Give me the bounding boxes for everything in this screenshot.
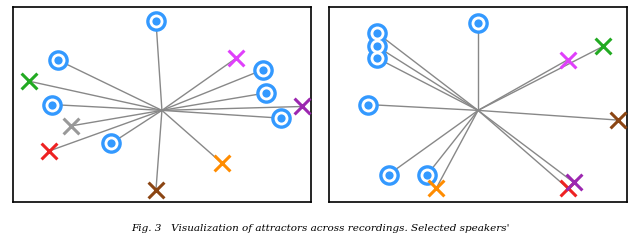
Point	[261, 91, 271, 95]
Point	[473, 21, 483, 25]
Point	[47, 103, 57, 107]
Point	[151, 19, 161, 23]
Point	[232, 56, 242, 60]
Point	[106, 141, 116, 145]
Point	[106, 141, 116, 145]
Point	[66, 124, 76, 128]
Point	[52, 58, 63, 62]
Point	[151, 19, 161, 23]
Point	[372, 44, 382, 48]
Point	[216, 161, 227, 165]
Point	[473, 21, 483, 25]
Point	[563, 186, 573, 190]
Point	[276, 116, 286, 120]
Point	[261, 91, 271, 95]
Text: Fig. 3   Visualization of attractors across recordings. Selected speakers': Fig. 3 Visualization of attractors acros…	[131, 224, 509, 233]
Point	[372, 44, 382, 48]
Point	[363, 103, 373, 107]
Point	[383, 172, 394, 176]
Point	[258, 68, 268, 72]
Point	[52, 58, 63, 62]
Point	[276, 116, 286, 120]
Point	[383, 172, 394, 176]
Point	[106, 141, 116, 145]
Point	[363, 103, 373, 107]
Point	[598, 44, 609, 48]
Point	[372, 56, 382, 60]
Point	[258, 68, 268, 72]
Point	[151, 188, 161, 192]
Point	[422, 172, 433, 176]
Point	[47, 103, 57, 107]
Point	[613, 118, 623, 122]
Point	[372, 56, 382, 60]
Point	[372, 31, 382, 35]
Point	[563, 58, 573, 62]
Point	[52, 58, 63, 62]
Point	[372, 31, 382, 35]
Point	[151, 19, 161, 23]
Point	[261, 91, 271, 95]
Point	[258, 68, 268, 72]
Point	[568, 180, 579, 184]
Point	[47, 103, 57, 107]
Point	[422, 172, 433, 176]
Point	[24, 79, 35, 83]
Point	[44, 149, 54, 153]
Point	[363, 103, 373, 107]
Point	[276, 116, 286, 120]
Point	[383, 172, 394, 176]
Point	[431, 186, 442, 190]
Point	[372, 44, 382, 48]
Point	[372, 31, 382, 35]
Point	[422, 172, 433, 176]
Point	[473, 21, 483, 25]
Point	[372, 56, 382, 60]
Point	[297, 105, 307, 108]
